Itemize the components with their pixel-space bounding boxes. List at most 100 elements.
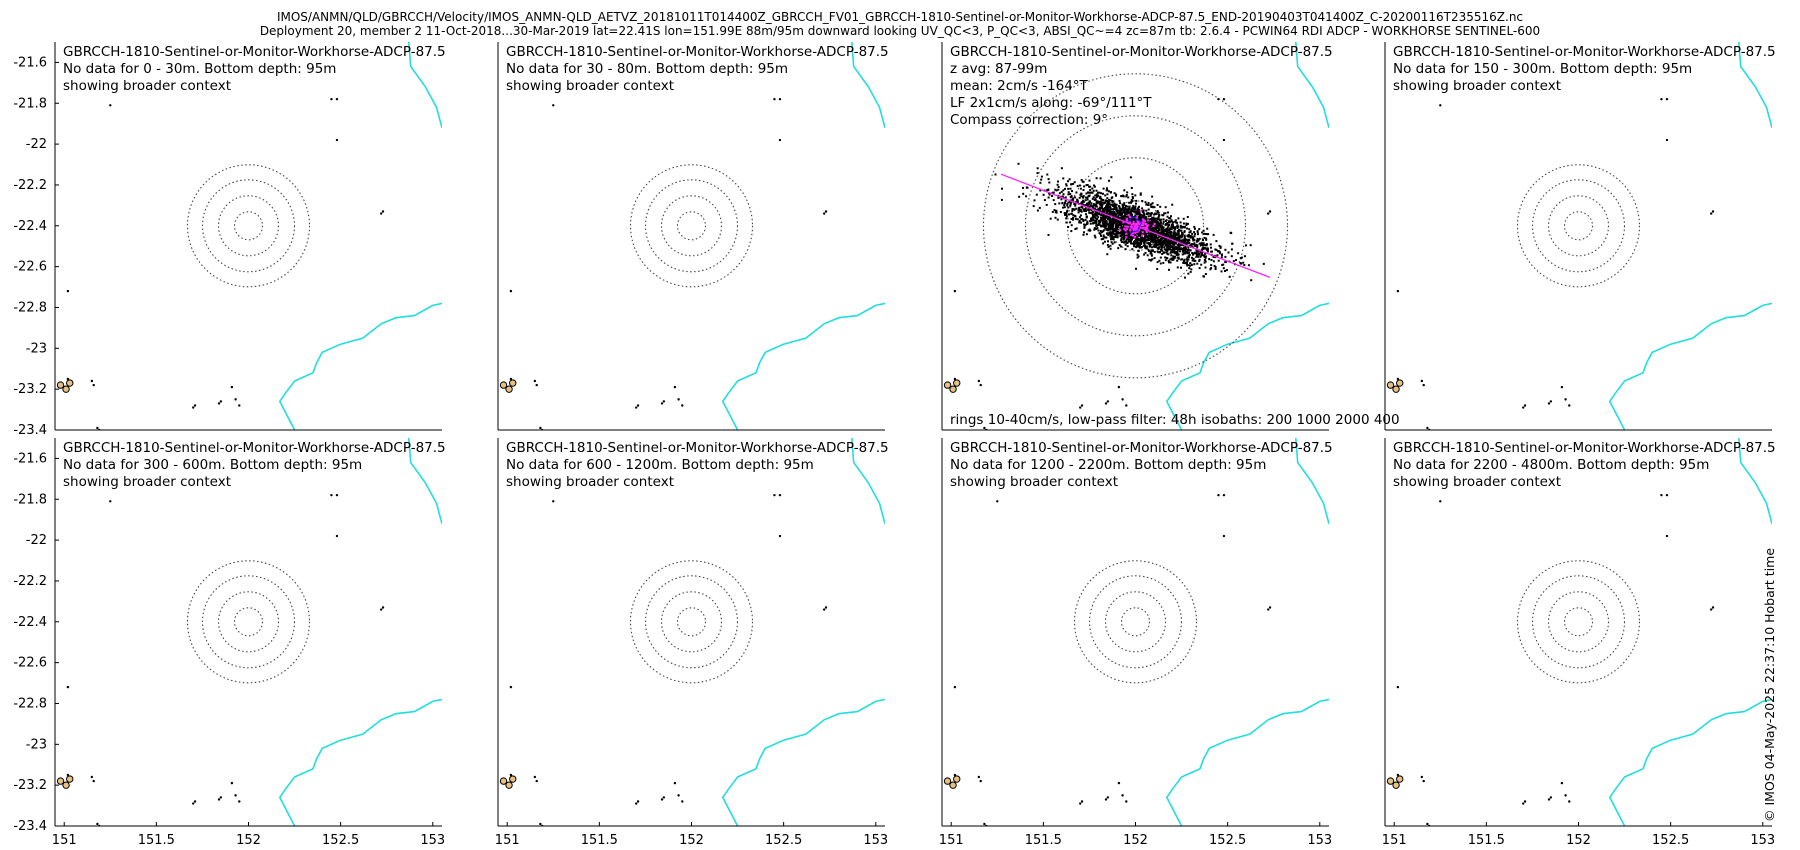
reef-mark: [92, 383, 95, 387]
island-mark: [509, 379, 517, 387]
reef-mark: [66, 685, 70, 689]
map-panel-3: GBRCCH-1810-Sentinel-or-Monitor-Workhors…: [941, 42, 1400, 431]
reef-mark: [217, 798, 221, 801]
reef-mark: [1522, 802, 1525, 805]
island-mark: [953, 775, 961, 783]
island-mark: [953, 379, 961, 387]
x-tick-label: 151: [939, 833, 964, 848]
panel-info: No data for 1200 - 2200m. Bottom depth: …: [950, 457, 1266, 473]
reef-mark: [822, 212, 826, 215]
velocity-ring: [1066, 157, 1205, 295]
panel-title: GBRCCH-1810-Sentinel-or-Monitor-Workhors…: [63, 440, 446, 456]
reef-mark: [996, 500, 999, 503]
reef-mark: [996, 104, 999, 107]
x-tick-label: 152: [1566, 833, 1591, 848]
x-tick-label: 151: [52, 833, 77, 848]
y-tick-label: -22.2: [13, 178, 47, 193]
reef-mark: [977, 775, 981, 779]
reef-mark: [335, 534, 339, 538]
reef-mark: [234, 794, 237, 797]
mean-vector-trace: [1127, 216, 1143, 234]
credit-text: © IMOS 04-May-2025 22:37:10 Hobart time: [1762, 547, 1777, 822]
reef-mark: [1568, 404, 1571, 407]
reef-mark: [509, 289, 513, 293]
reef-mark: [1217, 493, 1220, 497]
reef-mark: [1660, 493, 1663, 497]
island-mark: [505, 781, 513, 789]
coastline: [851, 42, 885, 129]
velocity-ring: [1531, 575, 1626, 669]
reef-mark: [238, 404, 241, 407]
y-tick-label: -21.6: [13, 451, 47, 466]
map-panel-2: GBRCCH-1810-Sentinel-or-Monitor-Workhors…: [497, 42, 889, 431]
reef-mark: [1117, 781, 1121, 785]
reef-mark: [662, 796, 666, 799]
reef-mark: [1104, 402, 1108, 405]
reef-mark: [681, 404, 684, 407]
reef-mark: [778, 138, 782, 142]
reef-mark: [778, 534, 782, 538]
reef-mark: [673, 781, 677, 785]
reef-mark: [662, 400, 666, 403]
map-panel-7: 151 151.5 152 152.5 153 GBRCCH-1810-Sentinel-…: [939, 438, 1333, 848]
panel-compass-info: Compass correction: 9°: [950, 112, 1108, 128]
panel-title: GBRCCH-1810-Sentinel-or-Monitor-Workhors…: [63, 44, 446, 60]
panel-note: showing broader context: [63, 78, 231, 94]
velocity-ring: [629, 560, 754, 684]
x-tick-label: 153: [1307, 833, 1332, 848]
reef-mark: [677, 398, 680, 401]
panel-note: mean: 2cm/s -164°T: [950, 78, 1089, 94]
coastline: [1295, 42, 1329, 129]
panel-info: No data for 600 - 1200m. Bottom depth: 9…: [506, 457, 814, 473]
reef-mark: [1422, 779, 1425, 783]
coastline: [1738, 438, 1772, 525]
panel-info: No data for 300 - 600m. Bottom depth: 95…: [63, 457, 362, 473]
reef-mark: [1665, 493, 1669, 497]
reef-mark: [1564, 794, 1567, 797]
reef-mark: [1426, 822, 1429, 826]
velocity-ring: [1563, 211, 1594, 241]
reef-mark: [109, 104, 112, 107]
x-tick-label: 153: [420, 833, 445, 848]
reef-mark: [217, 402, 221, 405]
reef-mark: [193, 404, 197, 407]
velocity-ring: [217, 195, 280, 257]
panel-info: No data for 150 - 300m. Bottom depth: 95…: [1393, 61, 1692, 77]
island-mark: [949, 385, 957, 393]
reef-mark: [1547, 402, 1551, 405]
panel-title: GBRCCH-1810-Sentinel-or-Monitor-Workhors…: [506, 44, 889, 60]
x-tick-label: 151.5: [581, 833, 618, 848]
reef-mark: [1709, 212, 1713, 215]
reef-mark: [1121, 794, 1124, 797]
reef-mark: [535, 779, 538, 783]
reef-mark: [92, 779, 95, 783]
coastline: [408, 42, 442, 129]
reef-mark: [335, 138, 339, 142]
reef-mark: [1665, 138, 1669, 142]
y-tick-label: -23: [26, 737, 47, 752]
reef-mark: [90, 775, 94, 779]
reef-mark: [636, 800, 640, 803]
velocity-ring: [186, 164, 311, 288]
reef-mark: [1125, 800, 1128, 803]
x-tick-label: 152.5: [322, 833, 359, 848]
velocity-ring: [1531, 179, 1626, 273]
reef-mark: [1268, 606, 1272, 609]
velocity-ring: [233, 607, 264, 637]
reef-mark: [192, 406, 195, 409]
velocity-ring: [982, 73, 1289, 379]
reef-mark: [96, 822, 99, 826]
coastline: [1165, 698, 1329, 826]
coastline: [721, 302, 885, 430]
reef-mark: [1104, 798, 1108, 801]
y-tick-label: -23.2: [13, 778, 47, 793]
y-tick-label: -21.6: [13, 55, 47, 70]
panel-title: GBRCCH-1810-Sentinel-or-Monitor-Workhors…: [950, 440, 1333, 456]
reef-mark: [1665, 534, 1669, 538]
velocity-ring: [676, 211, 707, 241]
panel-note: showing broader context: [506, 78, 674, 94]
reef-mark: [1420, 775, 1424, 779]
reef-mark: [1564, 398, 1567, 401]
island-mark: [509, 775, 517, 783]
